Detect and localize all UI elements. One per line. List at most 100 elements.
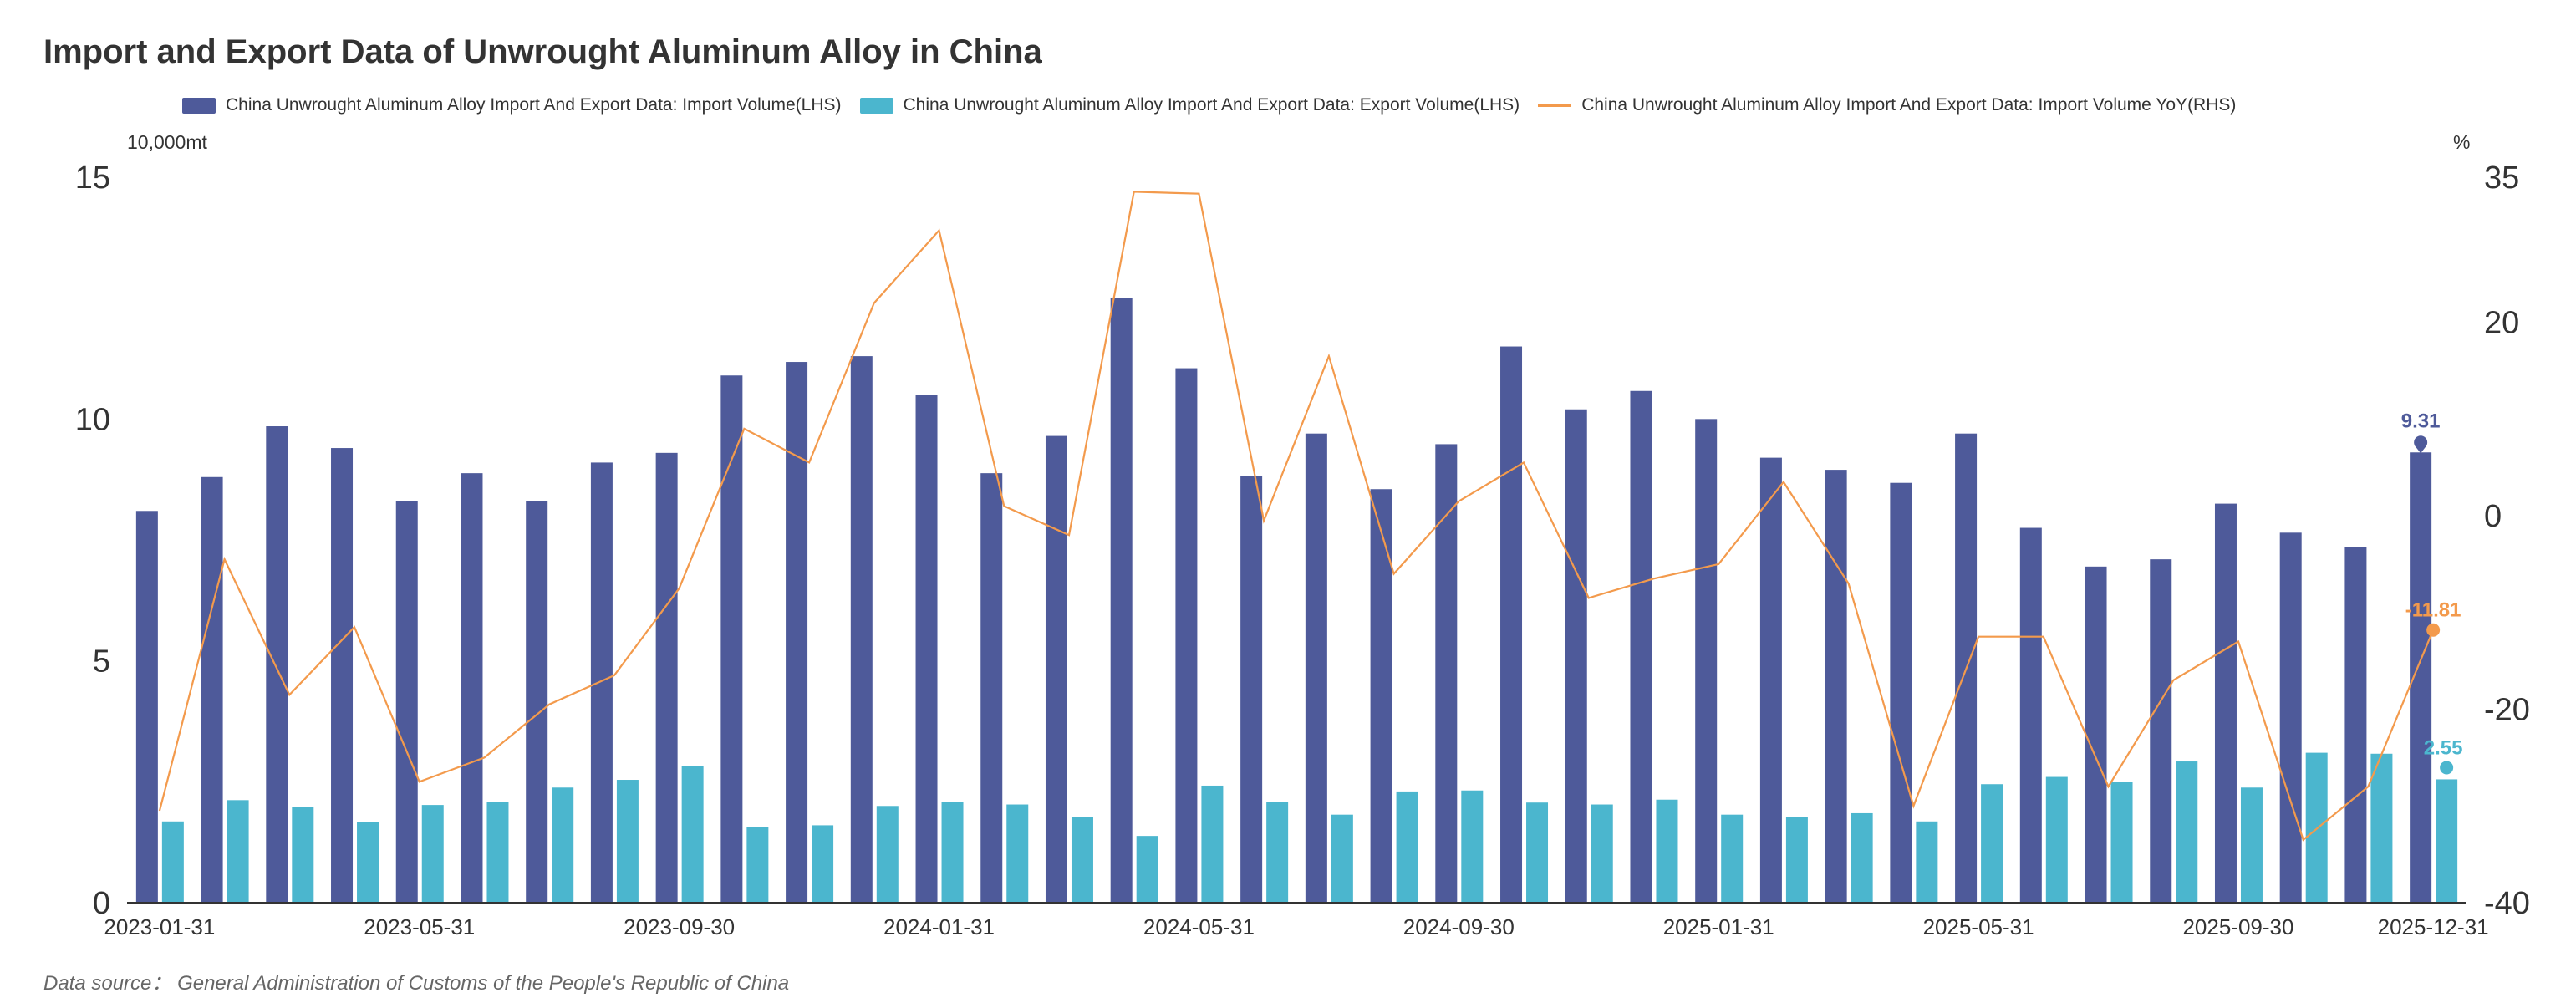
bar-export xyxy=(1136,836,1158,903)
bar-export xyxy=(812,825,834,903)
bar-import xyxy=(1565,409,1587,903)
line-import-yoy xyxy=(158,191,2435,842)
bar-export xyxy=(1201,785,1224,903)
bar-export xyxy=(161,821,184,903)
legend-item-yoy[interactable]: China Unwrought Aluminum Alloy Import An… xyxy=(1538,95,2236,115)
x-tick-label: 2024-05-31 xyxy=(1143,914,1255,939)
bar-export xyxy=(2045,776,2068,903)
end-label-export: 2.55 xyxy=(2424,736,2463,759)
left-tick-label: 10 xyxy=(75,402,110,437)
right-tick-label: 20 xyxy=(2484,306,2519,341)
x-tick-label: 2025-09-30 xyxy=(2182,914,2293,939)
bar-export xyxy=(1721,814,1744,903)
bar-export xyxy=(616,780,639,903)
bar-export xyxy=(2240,787,2263,903)
bar-import xyxy=(461,473,483,903)
bar-import xyxy=(1825,470,1847,903)
right-tick-label: 0 xyxy=(2484,499,2502,534)
legend-label-export: China Unwrought Aluminum Alloy Import An… xyxy=(903,95,1520,115)
left-tick-label: 5 xyxy=(93,644,110,680)
end-label-yoy: -11.81 xyxy=(2405,599,2461,622)
bar-export xyxy=(1591,804,1613,903)
bar-import xyxy=(1890,482,1912,903)
bar-import xyxy=(1759,457,1782,903)
bar-export xyxy=(1071,817,1093,903)
legend-item-import[interactable]: China Unwrought Aluminum Alloy Import An… xyxy=(182,95,842,115)
right-tick-label: -40 xyxy=(2484,886,2530,921)
legend-item-export[interactable]: China Unwrought Aluminum Alloy Import An… xyxy=(859,95,1520,115)
bar-import xyxy=(2214,503,2237,903)
x-tick-label: 2025-05-31 xyxy=(1923,914,2034,939)
bar-export xyxy=(2110,782,2133,903)
bar-import xyxy=(266,426,288,904)
bar-import xyxy=(590,462,613,903)
bar-export xyxy=(941,802,964,903)
right-axis-unit: % xyxy=(2453,131,2470,153)
bar-import xyxy=(1240,476,1263,903)
x-tick-label: 2024-09-30 xyxy=(1403,914,1515,939)
bar-export xyxy=(1526,802,1549,903)
bar-import xyxy=(655,452,678,903)
bar-export xyxy=(1266,802,1289,903)
bar-import xyxy=(786,362,808,903)
bar-import xyxy=(135,511,158,903)
x-tick-label: 2025-12-31 xyxy=(2378,914,2489,939)
bar-import xyxy=(720,375,743,904)
bar-export xyxy=(2436,779,2458,903)
bar-import xyxy=(2279,532,2302,903)
left-tick-label: 15 xyxy=(75,160,110,196)
bar-export xyxy=(552,787,574,903)
bar-import xyxy=(2019,527,2042,903)
bar-import xyxy=(2344,547,2367,903)
bar-export xyxy=(1331,814,1353,903)
bar-import xyxy=(915,395,938,903)
legend-swatch-yoy xyxy=(1538,104,1572,107)
bar-import xyxy=(1175,368,1198,903)
bar-export xyxy=(1006,804,1029,903)
x-tick-label: 2023-01-31 xyxy=(104,914,215,939)
bar-export xyxy=(1396,791,1418,903)
bar-import xyxy=(1630,390,1652,904)
bar-import xyxy=(1435,444,1458,903)
bar-import xyxy=(395,501,418,903)
end-marker-yoy xyxy=(2426,623,2441,637)
bar-export xyxy=(1916,821,1938,903)
bar-export xyxy=(486,802,509,903)
legend-label-import: China Unwrought Aluminum Alloy Import An… xyxy=(226,95,842,115)
bar-export xyxy=(357,822,379,903)
bar-export xyxy=(1785,817,1808,903)
left-axis-unit: 10,000mt xyxy=(127,131,208,153)
end-marker-import-tip xyxy=(2415,445,2427,454)
bar-import xyxy=(526,501,548,903)
bar-export xyxy=(421,805,444,903)
bar-import xyxy=(1045,435,1067,903)
data-source-note: Data source： General Administration of C… xyxy=(43,972,790,995)
bar-export xyxy=(876,806,899,903)
right-tick-label: -20 xyxy=(2484,693,2530,728)
bar-export xyxy=(1656,799,1678,903)
legend: China Unwrought Aluminum Alloy Import An… xyxy=(182,95,2254,115)
bar-export xyxy=(1981,784,2003,903)
legend-swatch-import xyxy=(182,97,216,114)
bar-export xyxy=(2370,753,2393,903)
bar-import xyxy=(1370,489,1392,903)
bar-export xyxy=(227,800,249,903)
bar-import xyxy=(1500,346,1523,903)
bar-import xyxy=(331,448,354,903)
end-marker-export xyxy=(2440,761,2454,775)
x-tick-label: 2023-05-31 xyxy=(364,914,475,939)
end-label-import: 9.31 xyxy=(2401,410,2441,432)
x-tick-label: 2025-01-31 xyxy=(1663,914,1774,939)
legend-label-yoy: China Unwrought Aluminum Alloy Import An… xyxy=(1581,95,2237,115)
bar-export xyxy=(681,766,704,903)
x-tick-label: 2023-09-30 xyxy=(624,914,735,939)
left-tick-label: 0 xyxy=(93,886,110,921)
bar-export xyxy=(2176,761,2198,903)
bar-import xyxy=(1110,298,1133,904)
right-tick-label: 35 xyxy=(2484,160,2519,196)
bar-import xyxy=(1305,433,1327,903)
bar-import xyxy=(2150,559,2172,903)
x-tick-label: 2024-01-31 xyxy=(883,914,995,939)
chart-title: Import and Export Data of Unwrought Alum… xyxy=(43,33,1042,70)
